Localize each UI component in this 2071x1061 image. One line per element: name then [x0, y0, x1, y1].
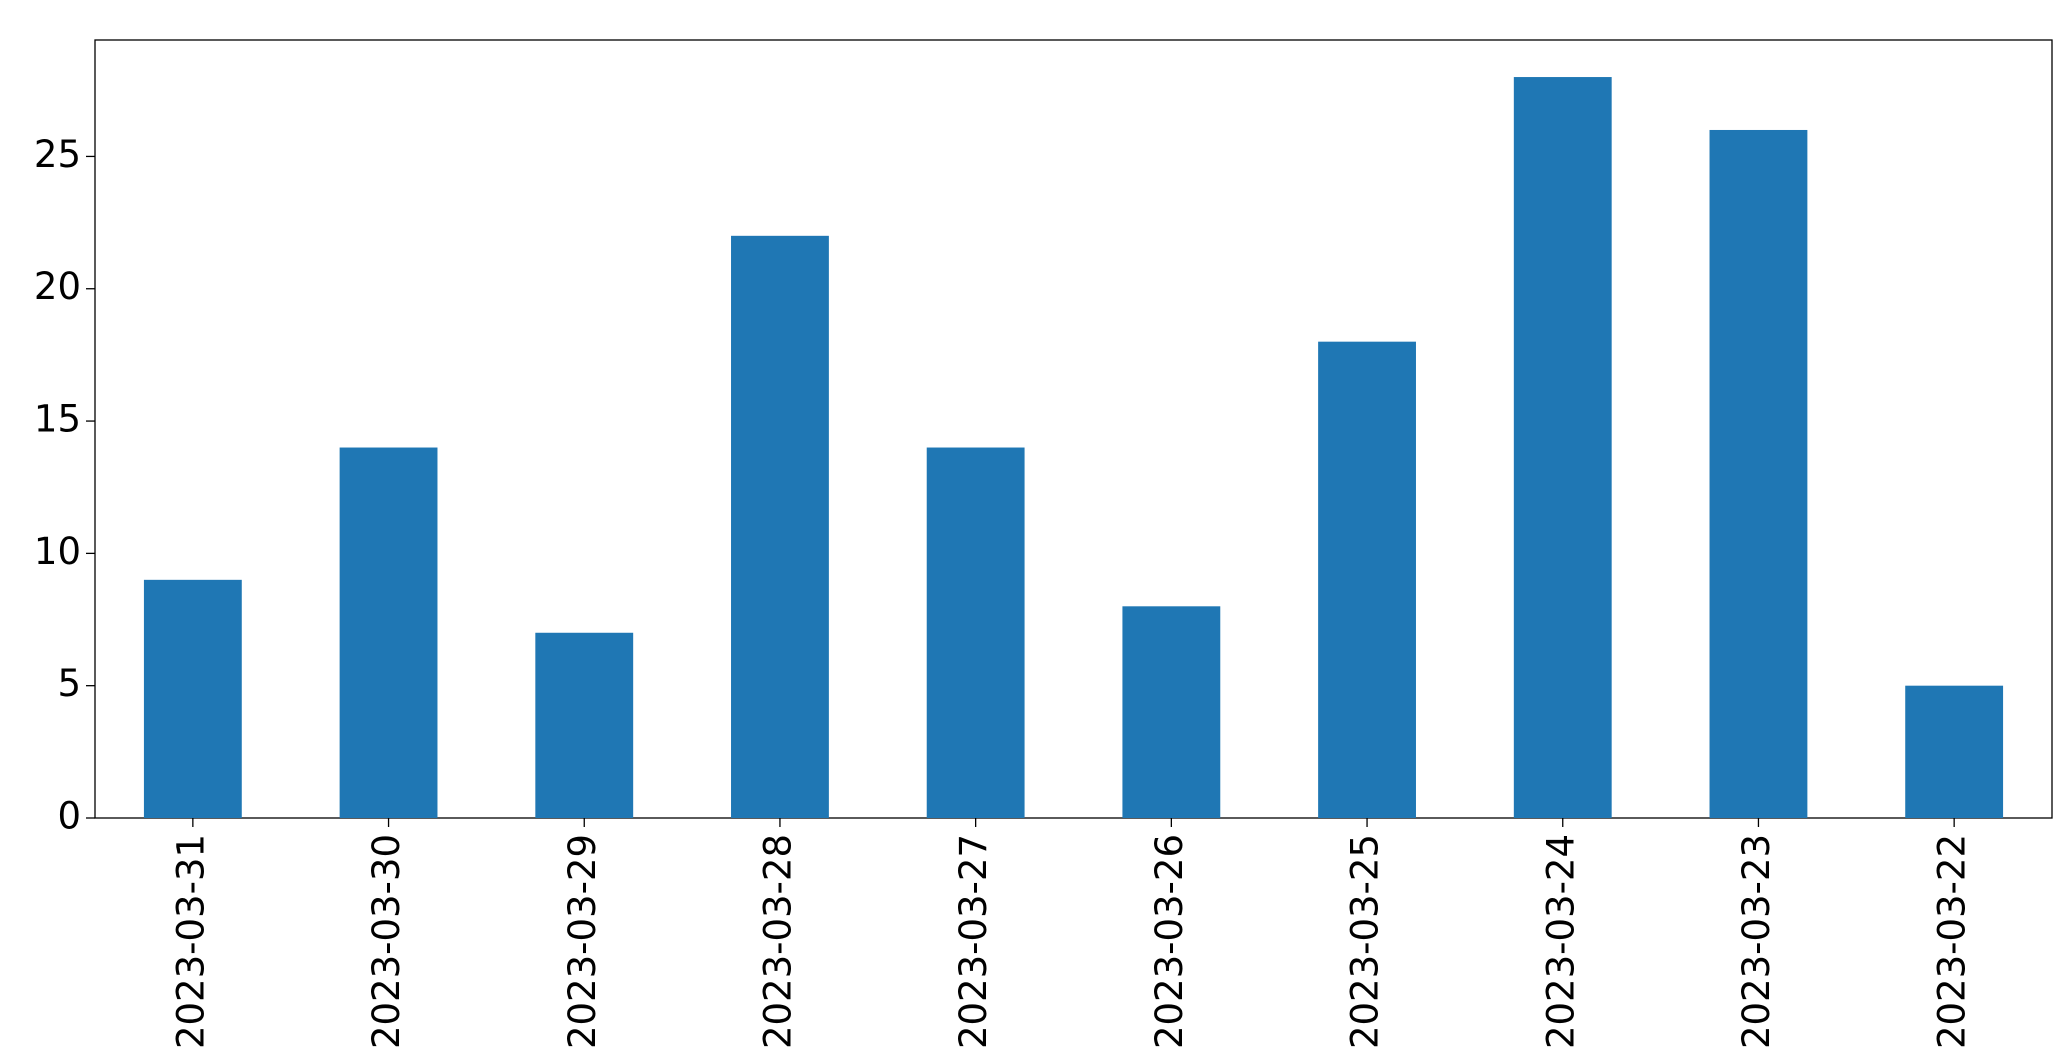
bar [1513, 77, 1612, 819]
y-tick-label: 15 [34, 398, 81, 441]
bar [535, 632, 634, 818]
y-tick-label: 20 [34, 265, 81, 308]
bar [1709, 129, 1808, 819]
x-tick-label: 2023-03-31 [169, 834, 212, 1049]
bar [1318, 341, 1416, 818]
bar [339, 447, 438, 818]
x-tick-label: 2023-03-28 [756, 834, 799, 1049]
bar [1122, 606, 1221, 818]
bar [731, 235, 829, 819]
bar [143, 579, 242, 818]
x-tick-label: 2023-03-26 [1148, 834, 1191, 1049]
plot-frame [94, 39, 2053, 819]
y-tick-label: 10 [34, 530, 81, 573]
x-tick-label: 2023-03-22 [1931, 834, 1974, 1049]
y-tick-label: 5 [57, 662, 81, 705]
x-tick-label: 2023-03-30 [365, 834, 408, 1049]
x-tick-label: 2023-03-23 [1735, 834, 1778, 1049]
x-tick-label: 2023-03-24 [1539, 834, 1582, 1049]
y-tick-label: 25 [34, 133, 81, 176]
y-tick-label: 0 [57, 795, 81, 838]
bar [926, 447, 1025, 818]
x-tick-label: 2023-03-27 [952, 834, 995, 1049]
x-tick-label: 2023-03-25 [1344, 834, 1387, 1049]
bar [1905, 685, 2004, 818]
x-tick-label: 2023-03-29 [561, 834, 604, 1049]
